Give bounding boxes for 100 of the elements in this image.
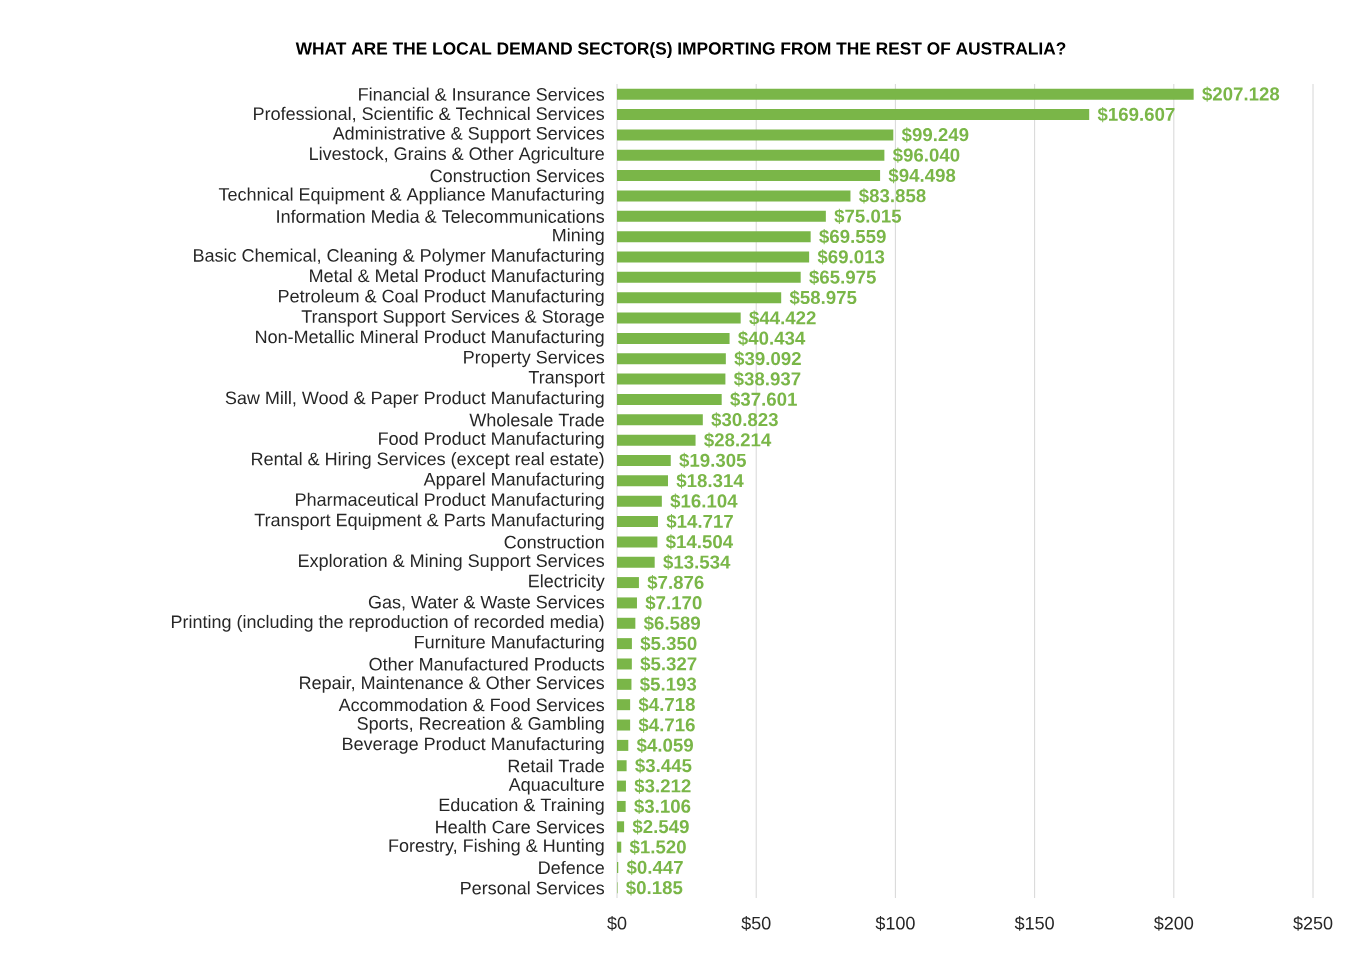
y-tick-label: Technical Equipment & Appliance Manufacturing xyxy=(218,187,604,205)
data-label: $96.040 xyxy=(892,147,960,163)
data-label: $83.858 xyxy=(858,188,926,204)
y-tick-label: Health Care Services xyxy=(436,820,605,834)
data-label: $3.212 xyxy=(634,778,691,794)
y-tick-label: Exploration & Mining Support Services xyxy=(299,553,605,571)
data-label: $38.937 xyxy=(733,371,801,387)
data-label: $3.106 xyxy=(634,798,691,815)
x-tick-label: $50 xyxy=(741,916,771,931)
x-tick-label: $200 xyxy=(1153,916,1194,931)
data-label: $4.718 xyxy=(638,697,695,713)
data-label: $16.104 xyxy=(670,493,738,509)
bar xyxy=(617,353,726,365)
y-tick-label: Basic Chemical, Cleaning & Polymer Manufacturing xyxy=(194,248,604,266)
data-label: $4.059 xyxy=(636,737,693,753)
bar xyxy=(617,800,626,812)
y-tick-label: Repair, Maintenance & Other Services xyxy=(300,675,605,693)
bar xyxy=(617,149,885,161)
y-tick-label: Other Manufactured Products xyxy=(369,657,605,671)
data-label: $75.015 xyxy=(834,208,902,224)
bar xyxy=(617,129,894,141)
y-tick-label: Saw Mill, Wood & Paper Product Manufacturing xyxy=(225,391,604,408)
bar xyxy=(617,414,703,426)
data-label: $28.214 xyxy=(704,432,772,448)
y-tick-label: Gas, Water & Waste Services xyxy=(368,595,605,611)
bar xyxy=(617,556,655,568)
y-tick-label: Mining xyxy=(553,228,604,246)
data-label: $19.305 xyxy=(679,452,746,469)
data-label: $7.876 xyxy=(647,574,704,591)
data-label: $5.193 xyxy=(639,676,697,692)
y-tick-label: Forestry, Fishing & Hunting xyxy=(389,838,604,856)
data-label: $58.975 xyxy=(789,290,857,306)
data-label: $0.447 xyxy=(626,859,683,876)
bar xyxy=(617,516,658,528)
data-label: $6.589 xyxy=(643,615,701,631)
y-tick-label: Personal Services xyxy=(461,881,605,895)
data-label: $94.498 xyxy=(888,167,956,184)
y-tick-label: Printing (including the reproduction of recorded media) xyxy=(171,614,604,632)
bar xyxy=(617,109,1090,121)
data-label: $169.607 xyxy=(1097,106,1175,123)
data-label: $5.327 xyxy=(640,656,697,672)
data-label: $18.314 xyxy=(676,473,744,489)
bar xyxy=(617,210,826,222)
y-tick-label: Defence xyxy=(539,860,604,875)
data-label: $13.534 xyxy=(663,554,731,570)
bar xyxy=(617,231,811,243)
y-tick-label: Education & Training xyxy=(439,798,604,815)
data-label: $69.013 xyxy=(817,249,885,265)
bar xyxy=(617,190,851,202)
data-label: $4.716 xyxy=(638,717,695,733)
x-tick-label: $100 xyxy=(875,916,915,931)
y-tick-label: Livestock, Grains & Other Agriculture xyxy=(310,146,604,164)
bar xyxy=(617,88,1194,100)
bar xyxy=(617,271,801,283)
y-tick-label: Transport Support Services & Storage xyxy=(301,309,604,327)
bar xyxy=(617,821,625,833)
bar xyxy=(617,495,662,507)
bar xyxy=(617,312,741,324)
data-label: $99.249 xyxy=(901,127,969,143)
bar xyxy=(617,536,658,548)
y-tick-label: Financial & Insurance Services xyxy=(359,87,605,101)
bar xyxy=(617,638,632,650)
data-label: $3.445 xyxy=(635,758,692,774)
bar xyxy=(617,678,632,690)
y-tick-label: Pharmaceutical Product Manufacturing xyxy=(296,492,604,510)
y-tick-label: Rental & Hiring Services (except real estate) xyxy=(252,452,604,469)
x-tick-label: $150 xyxy=(1014,916,1054,931)
y-tick-label: Construction Services xyxy=(430,168,605,183)
data-label: $30.823 xyxy=(711,412,778,428)
bar xyxy=(617,170,881,182)
x-tick-label: $250 xyxy=(1293,916,1333,931)
y-tick-label: Apparel Manufacturing xyxy=(423,472,604,490)
data-label: $14.717 xyxy=(666,513,733,530)
y-tick-label: Transport Equipment & Parts Manufacturing xyxy=(254,513,604,530)
data-label: $207.128 xyxy=(1202,86,1280,102)
data-label: $5.350 xyxy=(640,636,697,652)
data-label: $2.549 xyxy=(632,819,689,835)
bar xyxy=(617,760,627,772)
bar xyxy=(617,719,631,731)
bar xyxy=(617,454,671,466)
bar xyxy=(617,699,631,711)
data-label: $0.185 xyxy=(626,880,683,896)
y-tick-label: Professional, Scientific & Technical Services xyxy=(254,106,605,123)
y-tick-label: Retail Trade xyxy=(508,759,604,773)
data-label: $40.434 xyxy=(738,330,806,346)
y-tick-label: Construction xyxy=(504,535,604,549)
bar xyxy=(617,292,782,304)
bar xyxy=(617,373,726,385)
bar xyxy=(617,617,636,629)
bar xyxy=(617,597,637,609)
bar xyxy=(617,658,632,670)
y-tick-label: Electricity xyxy=(529,574,605,591)
y-tick-label: Wholesale Trade xyxy=(469,413,604,427)
data-label: $44.422 xyxy=(749,310,816,326)
bar xyxy=(617,577,639,589)
data-label: $69.559 xyxy=(819,229,886,245)
bar xyxy=(617,739,629,751)
data-label: $39.092 xyxy=(734,351,801,367)
bar xyxy=(617,332,730,344)
y-tick-label: Furniture Manufacturing xyxy=(415,635,604,653)
